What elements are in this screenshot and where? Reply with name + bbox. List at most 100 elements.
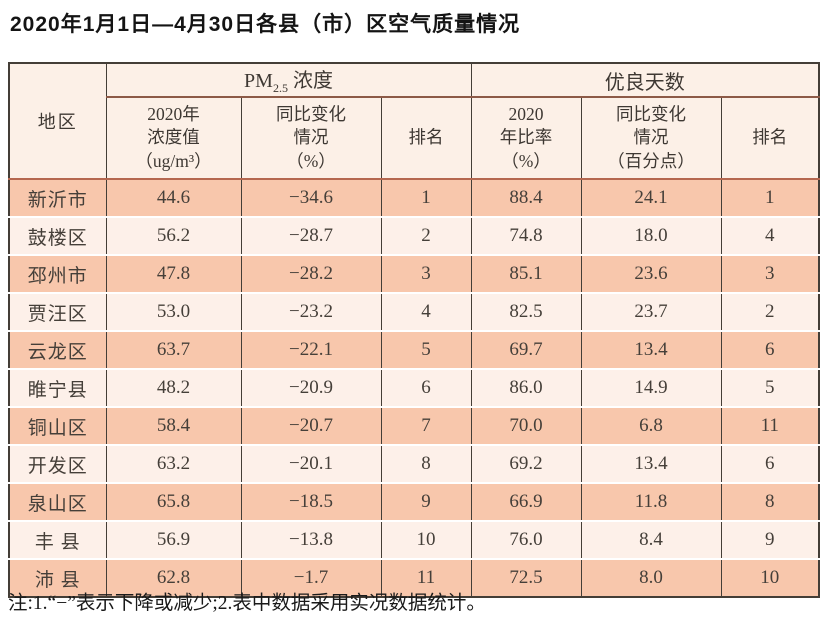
cell-good-change: 14.9 (580, 368, 722, 407)
cell-good-rank: 1 (720, 179, 820, 217)
cell-pm-rank: 4 (380, 292, 472, 331)
cell-pm-change: −1.7 (240, 558, 382, 597)
cell-good-change: 8.4 (580, 520, 722, 559)
cell-good-rate: 66.9 (470, 482, 582, 521)
column-header-pm-rank: 排名 (380, 97, 472, 180)
cell-region: 开发区 (8, 444, 107, 483)
cell-good-rate: 70.0 (470, 406, 582, 445)
pm25-label-suffix: 浓度 (287, 70, 333, 92)
cell-pm-value: 62.8 (105, 558, 242, 597)
header-group-row: 地区 PM2.5 浓度 优良天数 (8, 63, 820, 180)
footnote: 注:1.“−”表示下降或减少;2.表中数据采用实况数据统计。 (8, 593, 486, 614)
cell-good-change: 13.4 (580, 444, 722, 483)
cell-pm-rank: 7 (380, 406, 472, 445)
cell-good-rate: 88.4 (470, 179, 582, 217)
table-row: 睢宁县 48.2 −20.9 6 86.0 14.9 5 (8, 368, 820, 407)
cell-region: 邳州市 (8, 254, 107, 293)
cell-good-change: 24.1 (580, 179, 722, 217)
cell-good-rank: 2 (720, 292, 820, 331)
cell-good-rank: 5 (720, 368, 820, 407)
air-quality-table: 地区 PM2.5 浓度 优良天数 2020年 浓度值 （ug/m³） 同比变化 … (8, 62, 821, 598)
cell-good-rate: 85.1 (470, 254, 582, 293)
cell-pm-change: −34.6 (240, 179, 382, 217)
cell-pm-rank: 5 (380, 330, 472, 369)
cell-region: 铜山区 (8, 406, 107, 445)
cell-pm-change: −13.8 (240, 520, 382, 559)
cell-good-rank: 6 (720, 444, 820, 483)
cell-pm-value: 56.9 (105, 520, 242, 559)
cell-pm-change: −18.5 (240, 482, 382, 521)
cell-pm-value: 58.4 (105, 406, 242, 445)
cell-good-rank: 4 (720, 216, 820, 255)
cell-pm-change: −20.1 (240, 444, 382, 483)
cell-pm-value: 47.8 (105, 254, 242, 293)
cell-good-rank: 8 (720, 482, 820, 521)
cell-pm-change: −20.7 (240, 406, 382, 445)
cell-region: 云龙区 (8, 330, 107, 369)
cell-good-rate: 72.5 (470, 558, 582, 597)
cell-region: 贾汪区 (8, 292, 107, 331)
table-row: 新沂市 44.6 −34.6 1 88.4 24.1 1 (8, 179, 820, 217)
table-row: 开发区 63.2 −20.1 8 69.2 13.4 6 (8, 444, 820, 483)
pm25-label-prefix: PM (244, 70, 273, 92)
cell-good-rank: 6 (720, 330, 820, 369)
cell-good-rank: 10 (720, 558, 820, 597)
table-row: 泉山区 65.8 −18.5 9 66.9 11.8 8 (8, 482, 820, 521)
cell-pm-rank: 11 (380, 558, 472, 597)
table-row: 沛 县 62.8 −1.7 11 72.5 8.0 10 (8, 558, 820, 597)
table-row: 邳州市 47.8 −28.2 3 85.1 23.6 3 (8, 254, 820, 293)
cell-good-change: 13.4 (580, 330, 722, 369)
table-row: 铜山区 58.4 −20.7 7 70.0 6.8 11 (8, 406, 820, 445)
cell-region: 鼓楼区 (8, 216, 107, 255)
cell-pm-value: 65.8 (105, 482, 242, 521)
table-row: 鼓楼区 56.2 −28.7 2 74.8 18.0 4 (8, 216, 820, 255)
cell-pm-value: 53.0 (105, 292, 242, 331)
column-header-good-change: 同比变化 情况 （百分点） (580, 97, 722, 180)
cell-good-rate: 82.5 (470, 292, 582, 331)
cell-good-rate: 69.2 (470, 444, 582, 483)
cell-good-rate: 76.0 (470, 520, 582, 559)
cell-pm-change: −22.1 (240, 330, 382, 369)
cell-good-rank: 3 (720, 254, 820, 293)
table-row: 云龙区 63.7 −22.1 5 69.7 13.4 6 (8, 330, 820, 369)
cell-region: 新沂市 (8, 179, 107, 217)
cell-pm-change: −28.7 (240, 216, 382, 255)
cell-pm-rank: 10 (380, 520, 472, 559)
cell-pm-change: −23.2 (240, 292, 382, 331)
cell-good-rank: 9 (720, 520, 820, 559)
column-group-pm25: PM2.5 浓度 (105, 63, 472, 98)
table-row: 丰 县 56.9 −13.8 10 76.0 8.4 9 (8, 520, 820, 559)
table-row: 贾汪区 53.0 −23.2 4 82.5 23.7 2 (8, 292, 820, 331)
cell-pm-rank: 2 (380, 216, 472, 255)
cell-region: 丰 县 (8, 520, 107, 559)
cell-pm-rank: 8 (380, 444, 472, 483)
header-sub-row: 2020年 浓度值 （ug/m³） 同比变化 情况 （%） 排名 2020 年比… (9, 97, 820, 180)
cell-pm-value: 48.2 (105, 368, 242, 407)
cell-region: 沛 县 (8, 558, 107, 597)
cell-good-change: 23.6 (580, 254, 722, 293)
cell-pm-change: −28.2 (240, 254, 382, 293)
cell-good-change: 11.8 (580, 482, 722, 521)
cell-pm-value: 63.7 (105, 330, 242, 369)
cell-pm-rank: 1 (380, 179, 472, 217)
cell-pm-rank: 3 (380, 254, 472, 293)
cell-pm-value: 56.2 (105, 216, 242, 255)
cell-region: 睢宁县 (8, 368, 107, 407)
page-title: 2020年1月1日—4月30日各县（市）区空气质量情况 (10, 13, 521, 36)
cell-good-rate: 86.0 (470, 368, 582, 407)
column-header-pm-change: 同比变化 情况 （%） (240, 97, 382, 180)
cell-good-change: 8.0 (580, 558, 722, 597)
cell-pm-rank: 6 (380, 368, 472, 407)
column-group-good-days: 优良天数 (470, 63, 820, 98)
cell-good-change: 23.7 (580, 292, 722, 331)
column-header-good-rate: 2020 年比率 （%） (470, 97, 582, 180)
cell-good-change: 18.0 (580, 216, 722, 255)
cell-pm-change: −20.9 (240, 368, 382, 407)
table-body: 新沂市 44.6 −34.6 1 88.4 24.1 1 鼓楼区 56.2 −28.7 2 74.8 1… (8, 179, 820, 597)
cell-good-rate: 69.7 (470, 330, 582, 369)
cell-pm-value: 63.2 (105, 444, 242, 483)
cell-good-rank: 11 (720, 406, 820, 445)
cell-good-change: 6.8 (580, 406, 722, 445)
column-header-region: 地区 (8, 63, 107, 180)
